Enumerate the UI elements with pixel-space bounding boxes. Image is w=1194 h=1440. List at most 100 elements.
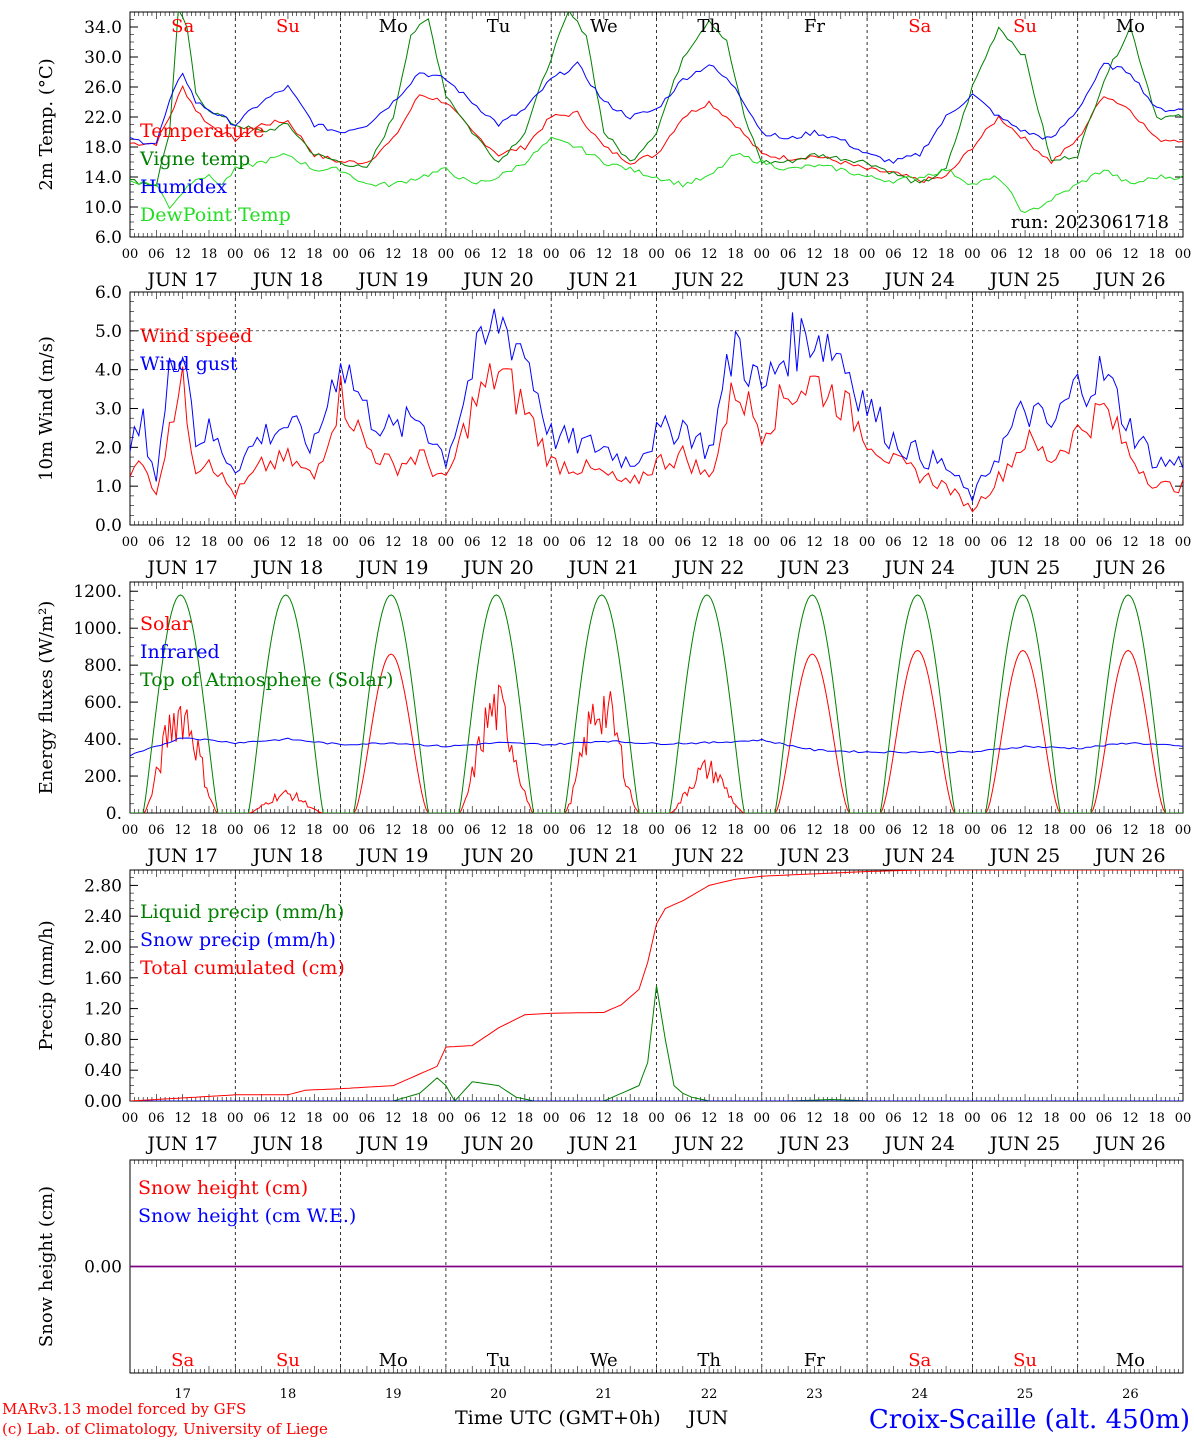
hour-tick-label: 12 [701,823,718,838]
hour-tick-label: 00 [122,247,139,262]
date-label: JUN 23 [777,1133,849,1155]
hour-tick-label: 12 [911,823,928,838]
hour-tick-label: 12 [174,535,191,550]
hour-tick-label: 12 [701,535,718,550]
hour-tick-label: 12 [701,247,718,262]
hour-tick-label: 12 [280,535,297,550]
legend-entry: Snow height (cm W.E.) [138,1205,356,1227]
hour-tick-label: 00 [543,1111,560,1126]
date-label: JUN 26 [1093,557,1165,579]
y-tick-label: 800. [84,656,122,676]
hour-tick-label: 06 [569,247,586,262]
y-tick-label: 5.0 [95,322,122,342]
y-tick-label: 34.0 [84,18,122,38]
hour-tick-label: 18 [727,247,744,262]
hour-tick-label: 00 [754,535,771,550]
y-tick-label: 1.0 [95,477,122,497]
hour-tick-label: 06 [780,1111,797,1126]
hour-tick-label: 06 [675,823,692,838]
hour-tick-label: 00 [754,823,771,838]
hour-tick-label: 18 [727,1111,744,1126]
y-tick-label: 2.00 [84,938,122,958]
hour-tick-label: 06 [569,823,586,838]
y-tick-label: 2.80 [84,876,122,896]
date-label: JUN 18 [251,557,323,579]
hour-tick-label: 18 [622,823,639,838]
date-label: JUN 26 [1093,1133,1165,1155]
series-line-vigne-temp [130,12,1183,187]
hour-tick-label: 06 [1096,247,1113,262]
hour-tick-label: 18 [1148,535,1165,550]
hour-tick-label: 06 [253,1111,270,1126]
legend-entry: DewPoint Temp [140,204,291,226]
date-label: JUN 22 [672,269,744,291]
hour-tick-label: 18 [622,247,639,262]
hour-tick-label: 18 [1043,1111,1060,1126]
date-label: JUN 17 [145,557,217,579]
hour-tick-label: 00 [122,535,139,550]
weekday-label: Fr [804,16,825,37]
plot-area [130,308,1183,513]
hour-tick-label: 18 [1148,823,1165,838]
date-label: JUN 19 [356,269,428,291]
hour-tick-label: 00 [122,1111,139,1126]
hour-tick-label: 00 [1175,535,1192,550]
hour-tick-label: 06 [990,535,1007,550]
date-label: JUN 23 [777,557,849,579]
series-line-wind-gust [130,308,1183,503]
date-label: JUN 17 [145,269,217,291]
date-label: JUN 18 [251,845,323,867]
series-line-humidex [130,61,1183,164]
legend-entry: Snow precip (mm/h) [140,929,336,951]
date-label: JUN 18 [251,269,323,291]
legend-entry: Solar [140,613,192,635]
hour-tick-label: 06 [675,247,692,262]
hour-tick-label: 00 [332,247,349,262]
hour-tick-label: 06 [148,1111,165,1126]
weekday-label: Sa [908,1350,931,1371]
hour-tick-label: 18 [1148,1111,1165,1126]
series-line-wind-speed [130,363,1183,513]
weekday-label: Mo [1116,16,1145,37]
hour-tick-label: 12 [911,247,928,262]
hour-tick-label: 18 [833,535,850,550]
legend-entry: Total cumulated (cm) [140,957,345,979]
hour-tick-label: 00 [859,1111,876,1126]
hour-tick-label: 00 [227,823,244,838]
hour-tick-label: 18 [938,535,955,550]
hour-tick-label: 06 [780,535,797,550]
hour-tick-label: 18 [938,1111,955,1126]
hour-tick-label: 12 [280,1111,297,1126]
hour-tick-label: 00 [332,1111,349,1126]
date-label: JUN 20 [461,845,533,867]
hour-tick-label: 06 [148,535,165,550]
hour-tick-label: 18 [411,823,428,838]
hour-tick-label: 00 [859,823,876,838]
y-tick-label: 6.0 [95,228,122,248]
legend-entry: Snow height (cm) [138,1177,308,1199]
hour-tick-label: 12 [1122,247,1139,262]
hour-tick-label: 06 [885,1111,902,1126]
day-number-label: 20 [490,1387,507,1402]
plot-area [130,594,1183,813]
hour-tick-label: 18 [411,247,428,262]
hour-tick-label: 18 [306,535,323,550]
panel-wind: 0.0 1.0 2.0 3.0 4.0 5.0 6.0 10m Wind (m/s) Wind … [36,283,1191,579]
date-label: JUN 18 [251,1133,323,1155]
date-label: JUN 26 [1093,845,1165,867]
hour-tick-label: 00 [1069,823,1086,838]
hour-tick-label: 06 [148,247,165,262]
legend-entry: Temperature [140,120,264,142]
hour-tick-label: 18 [306,247,323,262]
weekday-label: Th [697,1350,721,1371]
hour-tick-label: 06 [359,1111,376,1126]
date-label: JUN 19 [356,845,428,867]
weekday-label: Sa [908,16,931,37]
y-axis-label: Energy fluxes (W/m²) [36,601,57,795]
hour-tick-label: 12 [490,1111,507,1126]
hour-tick-label: 00 [859,247,876,262]
weekday-label: We [590,1350,618,1371]
day-number-label: 19 [385,1387,402,1402]
hour-tick-label: 00 [1069,247,1086,262]
